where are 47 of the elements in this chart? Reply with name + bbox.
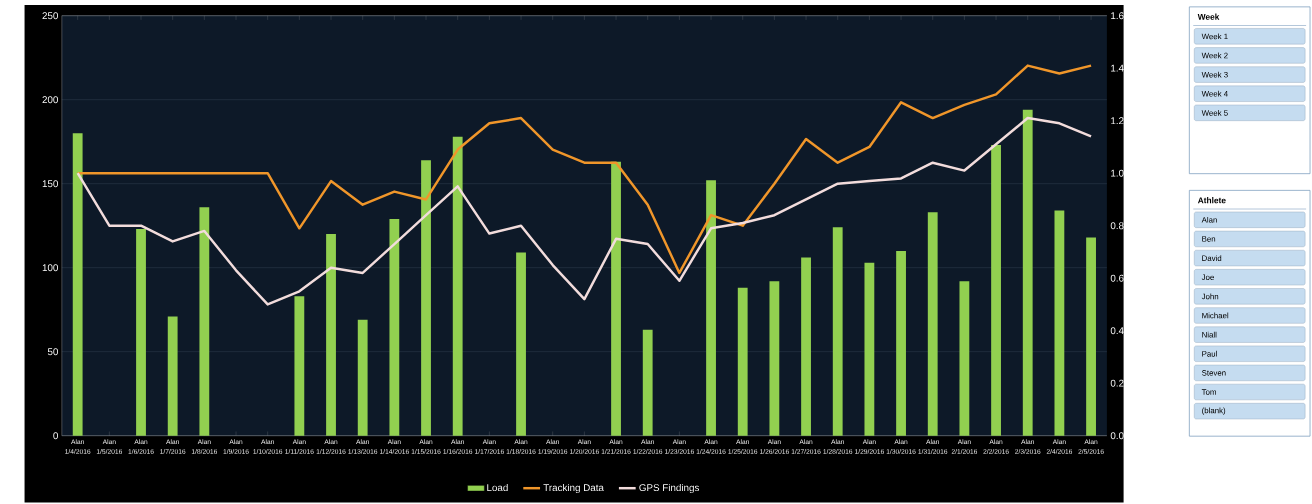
bar — [389, 218, 400, 436]
bar — [1022, 109, 1033, 436]
legend-label: Tracking Data — [543, 483, 604, 493]
bar — [991, 144, 1001, 436]
y2-tick-label: 1.4 — [1111, 64, 1124, 72]
y2-tick-label: 0.6 — [1110, 274, 1124, 282]
text: Week — [1197, 13, 1220, 20]
y2-tick-label: 0.8 — [1110, 222, 1124, 229]
bar — [72, 133, 83, 436]
bar — [516, 252, 526, 436]
bar — [1054, 210, 1065, 436]
y2-tick-label: 0.0 — [1110, 432, 1124, 439]
bar — [421, 159, 431, 436]
bar — [769, 280, 780, 436]
bar — [611, 161, 621, 436]
bar — [959, 280, 970, 436]
bar — [801, 257, 811, 436]
bar — [927, 212, 938, 436]
legend-label: GPS Findings — [639, 483, 700, 493]
line-series — [76, 116, 1093, 306]
bar — [832, 227, 843, 436]
y2-tick-label: 1.2 — [1111, 117, 1124, 124]
y-tick-label: 150 — [42, 180, 58, 187]
bar — [706, 180, 716, 436]
bar — [294, 296, 305, 436]
bar — [1086, 237, 1096, 436]
bar — [167, 316, 178, 436]
y2-tick-label: 1.0 — [1111, 169, 1124, 177]
y2-tick-label: 0.2 — [1110, 379, 1124, 387]
y-tick-label: 0 — [53, 432, 58, 439]
bar — [326, 233, 336, 436]
y2-tick-label: 0.4 — [1110, 327, 1124, 334]
y2-tick-label: 1.6 — [1111, 12, 1124, 19]
bar — [642, 329, 653, 436]
bar — [136, 228, 146, 436]
y-tick-label: 250 — [42, 12, 58, 19]
bar — [199, 207, 210, 436]
y-tick-label: 200 — [42, 96, 58, 103]
legend-label: Load — [487, 483, 508, 491]
bar — [452, 136, 463, 436]
bar — [357, 319, 368, 436]
bar — [737, 287, 748, 436]
text: Athlete — [1197, 196, 1226, 204]
y-tick-label: 100 — [42, 264, 58, 271]
bar — [864, 262, 875, 436]
y-tick-label: 50 — [47, 348, 58, 355]
bar — [896, 250, 906, 436]
